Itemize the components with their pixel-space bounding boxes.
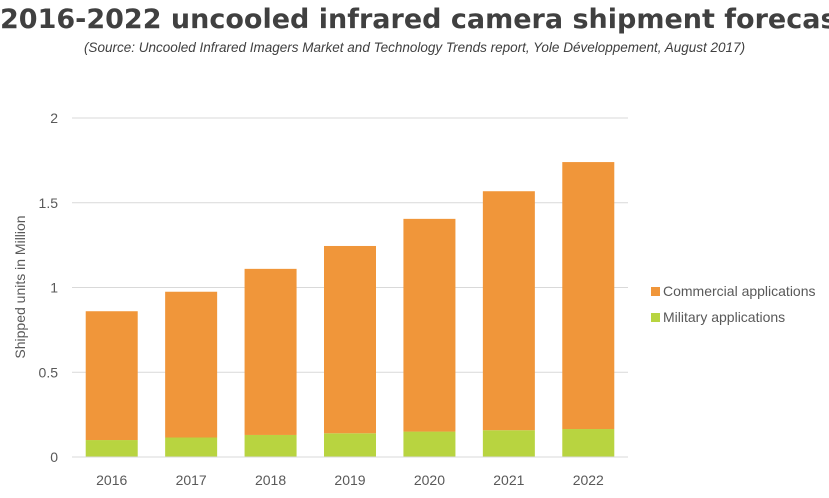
bar-commercial-2020 (403, 218, 456, 432)
x-tick-label: 2021 (493, 472, 524, 488)
bar-military-2018 (244, 434, 297, 457)
chart-title: 2016-2022 uncooled infrared camera shipm… (0, 4, 829, 35)
bar-military-2017 (165, 437, 218, 457)
chart-subtitle: (Source: Uncooled Infrared Imagers Marke… (83, 40, 746, 55)
bar-military-2019 (324, 433, 376, 457)
y-axis-label: Shipped units in Million (12, 215, 28, 358)
bar-commercial-2018 (244, 268, 297, 435)
bar-military-2016 (85, 440, 138, 457)
bar-commercial-2021 (482, 191, 535, 431)
legend-label-commercial: Commercial applications (663, 283, 816, 299)
x-axis-ticks: 2016 2017 2018 2019 2020 2021 2022 (96, 472, 604, 488)
x-tick-label: 2017 (176, 472, 207, 488)
bar-military-2020 (403, 431, 456, 457)
bar-commercial-2016 (85, 311, 138, 441)
bar-commercial-2019 (324, 245, 376, 434)
bar-commercial-2022 (562, 162, 615, 430)
bar-commercial-2017 (165, 291, 218, 438)
legend: Commercial applications Military applicat… (651, 283, 816, 325)
x-tick-label: 2020 (414, 472, 445, 488)
y-tick-label: 0.5 (39, 364, 59, 380)
legend-swatch-commercial (651, 287, 660, 296)
bars (85, 162, 615, 457)
y-tick-label: 1 (50, 280, 58, 296)
x-tick-label: 2022 (573, 472, 604, 488)
x-tick-label: 2019 (334, 472, 365, 488)
y-axis-ticks: 0 0.5 1 1.5 2 (39, 110, 59, 465)
legend-label-military: Military applications (663, 309, 785, 325)
y-tick-label: 1.5 (39, 195, 59, 211)
y-tick-label: 2 (50, 110, 58, 126)
x-tick-label: 2016 (96, 472, 127, 488)
legend-swatch-military (651, 313, 660, 322)
bar-military-2022 (562, 429, 615, 457)
y-tick-label: 0 (50, 449, 58, 465)
bar-military-2021 (482, 430, 535, 457)
x-tick-label: 2018 (255, 472, 286, 488)
